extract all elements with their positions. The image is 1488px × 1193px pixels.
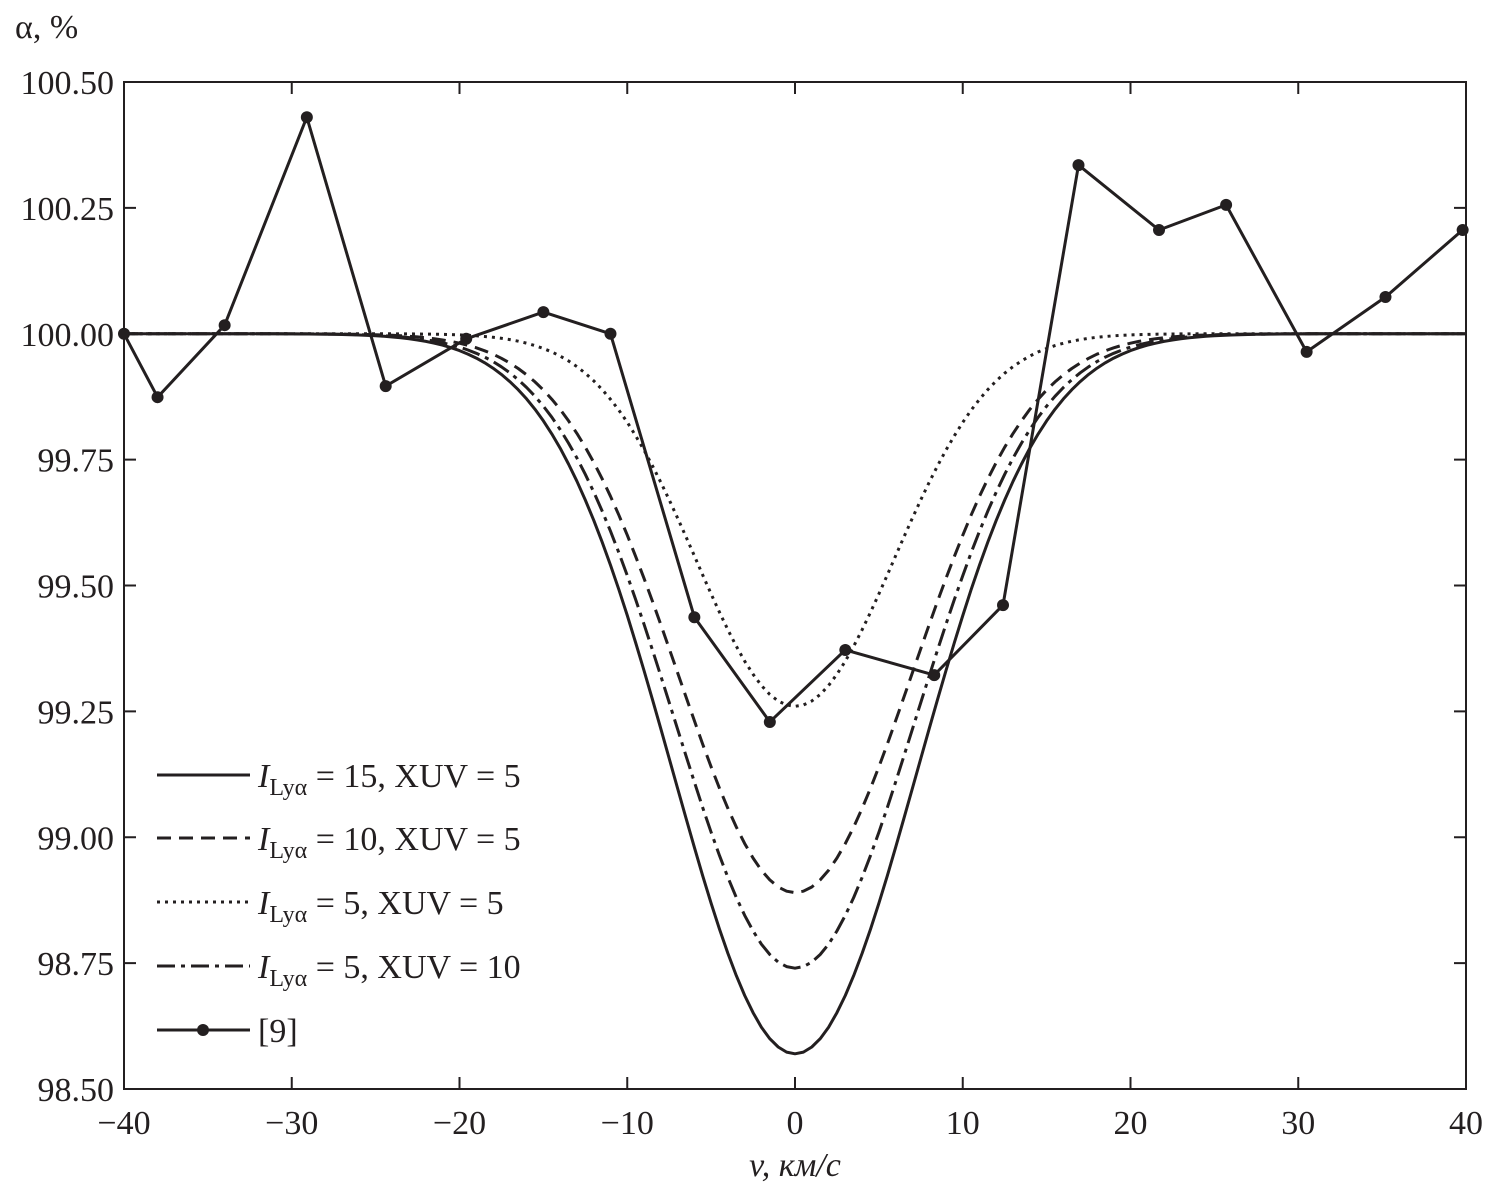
data-point bbox=[1072, 159, 1085, 172]
legend-label-subscript: Lyα bbox=[269, 966, 307, 992]
series-line-0 bbox=[124, 332, 1466, 1056]
y-axis-label: α, % bbox=[15, 9, 78, 46]
x-tick-label: 30 bbox=[1281, 1105, 1315, 1142]
data-point bbox=[460, 332, 473, 345]
y-tick-label: 100.50 bbox=[21, 65, 115, 102]
legend-label: [9] bbox=[258, 1013, 298, 1050]
data-point bbox=[537, 306, 550, 319]
x-tick-label: −20 bbox=[433, 1105, 486, 1142]
x-tick-label: −30 bbox=[265, 1105, 318, 1142]
y-tick-label: 98.50 bbox=[38, 1072, 115, 1109]
data-point bbox=[151, 391, 164, 404]
series-line-4 bbox=[122, 115, 1464, 724]
data-point bbox=[1300, 345, 1313, 358]
legend-label-symbol: I bbox=[257, 885, 271, 922]
legend-label-symbol: I bbox=[257, 758, 271, 795]
data-point bbox=[379, 380, 392, 393]
data-point bbox=[1153, 224, 1166, 237]
data-point bbox=[1456, 224, 1469, 237]
legend-label: ILyα = 5, XUV = 5 bbox=[257, 885, 504, 928]
data-point bbox=[928, 669, 941, 682]
legend-label: ILyα = 5, XUV = 10 bbox=[257, 949, 521, 992]
data-point bbox=[1220, 198, 1233, 211]
y-tick-label: 99.50 bbox=[38, 569, 115, 606]
data-point bbox=[118, 327, 130, 340]
series-line-3 bbox=[124, 332, 1466, 970]
legend-label-symbol: I bbox=[257, 821, 271, 858]
y-tick-label: 99.00 bbox=[38, 820, 115, 857]
series-line-2 bbox=[124, 332, 1466, 708]
x-tick-label: 0 bbox=[787, 1105, 804, 1142]
data-point bbox=[688, 611, 701, 624]
series-line-1 bbox=[124, 332, 1466, 895]
legend-label-text: = 5, XUV = 5 bbox=[307, 885, 503, 922]
legend-label: ILyα = 10, XUV = 5 bbox=[257, 821, 521, 864]
plot-frame bbox=[123, 81, 1467, 1090]
legend-label-symbol: I bbox=[257, 949, 271, 986]
series-group bbox=[118, 111, 1469, 1056]
data-point bbox=[997, 599, 1010, 612]
data-point bbox=[300, 111, 313, 124]
x-tick-label: 40 bbox=[1449, 1105, 1483, 1142]
data-point bbox=[1379, 290, 1392, 303]
x-tick-label: −10 bbox=[601, 1105, 654, 1142]
x-tick-label: 20 bbox=[1114, 1105, 1148, 1142]
legend-label-subscript: Lyα bbox=[269, 775, 307, 801]
y-tick-label: 100.00 bbox=[21, 317, 115, 354]
legend-label: ILyα = 15, XUV = 5 bbox=[257, 758, 521, 801]
data-point bbox=[604, 327, 617, 340]
x-axis-label: v, км/с bbox=[749, 1147, 841, 1184]
legend-label-text: [9] bbox=[258, 1013, 298, 1050]
y-tick-label: 98.75 bbox=[38, 946, 115, 983]
data-point bbox=[763, 715, 776, 728]
legend-label-text: = 15, XUV = 5 bbox=[307, 758, 520, 795]
legend-marker bbox=[197, 1024, 209, 1036]
axes: −40 −30 −20 −10 0 10 20 30 40 98.50 98.75 99.00 99.2… bbox=[21, 65, 1484, 1142]
y-tick-label: 99.75 bbox=[38, 443, 115, 480]
data-point bbox=[839, 643, 852, 656]
legend-label-text: = 10, XUV = 5 bbox=[307, 821, 520, 858]
y-tick-label: 99.25 bbox=[38, 694, 115, 731]
legend-label-text: = 5, XUV = 10 bbox=[307, 949, 520, 986]
legend-label-subscript: Lyα bbox=[269, 838, 307, 864]
legend-label-subscript: Lyα bbox=[269, 902, 307, 928]
y-tick-label: 100.25 bbox=[21, 191, 115, 228]
data-point bbox=[218, 319, 231, 332]
x-tick-label: −40 bbox=[97, 1105, 150, 1142]
x-tick-label: 10 bbox=[946, 1105, 980, 1142]
